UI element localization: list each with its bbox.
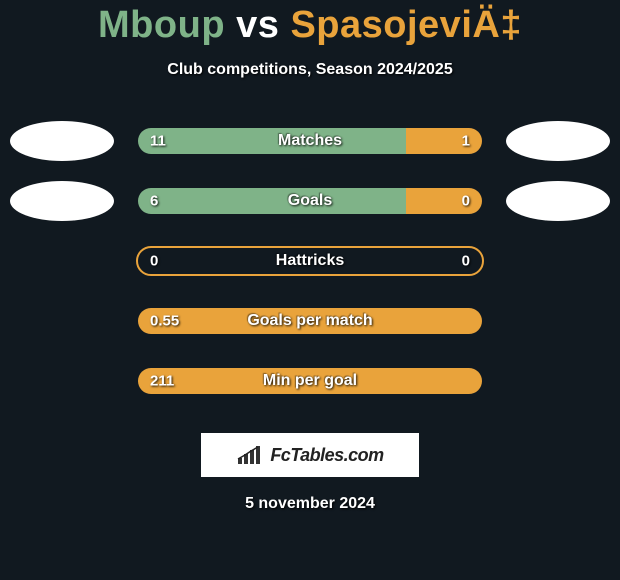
stat-row: Goals 6 0 <box>10 181 610 221</box>
bar-label: Goals per match <box>247 312 372 330</box>
stat-row: Min per goal 211 <box>10 361 610 401</box>
stat-row: Matches111 <box>10 121 610 161</box>
player1-name: Mboup <box>98 4 225 46</box>
bar-label: Goals <box>288 192 332 210</box>
player2-avatar <box>506 181 610 221</box>
bars-icon <box>236 444 264 466</box>
stat-row: Goals per match 0.55 <box>10 301 610 341</box>
page-title: Mboup vs SpasojeviÄ‡ <box>98 4 522 47</box>
stats-rows: Matches111Goals60Hattricks00Goals per ma… <box>10 121 610 421</box>
player2-avatar <box>506 121 610 161</box>
vs-text: vs <box>236 4 279 46</box>
stat-bar: Min per goal 211 <box>138 368 482 394</box>
bar-value-right: 0 <box>462 253 470 270</box>
bar-value-right: 0 <box>462 193 470 210</box>
bar-value-left: 6 <box>150 193 158 210</box>
stat-row: Hattricks 0 0 <box>10 241 610 281</box>
comparison-infographic: Mboup vs SpasojeviÄ‡ Club competitions, … <box>0 0 620 513</box>
player1-avatar <box>10 121 114 161</box>
date-text: 5 november 2024 <box>245 495 375 513</box>
bar-label: Min per goal <box>263 372 357 390</box>
stat-bar: Hattricks 0 0 <box>138 248 482 274</box>
stat-bar: Matches111 <box>138 128 482 154</box>
stat-bar: Goals per match 0.55 <box>138 308 482 334</box>
player2-name: SpasojeviÄ‡ <box>290 4 522 46</box>
bar-value-left: 0 <box>150 253 158 270</box>
bar-fill-left <box>138 128 406 154</box>
stat-bar: Goals 6 0 <box>138 188 482 214</box>
logo-box: FcTables.com <box>201 433 419 477</box>
bar-label: Hattricks <box>276 252 344 270</box>
bar-fill-right <box>406 188 482 214</box>
bar-fill-left <box>138 188 406 214</box>
logo-text: FcTables.com <box>270 445 383 466</box>
bar-value-right: 1 <box>462 133 470 150</box>
player1-avatar <box>10 181 114 221</box>
bar-value-left: 0.55 <box>150 313 179 330</box>
bar-value-left: 211 <box>150 373 174 390</box>
subtitle: Club competitions, Season 2024/2025 <box>167 61 452 79</box>
bar-label: Matches <box>278 132 342 150</box>
bar-fill-right <box>406 128 482 154</box>
bar-value-left: 11 <box>150 133 166 150</box>
